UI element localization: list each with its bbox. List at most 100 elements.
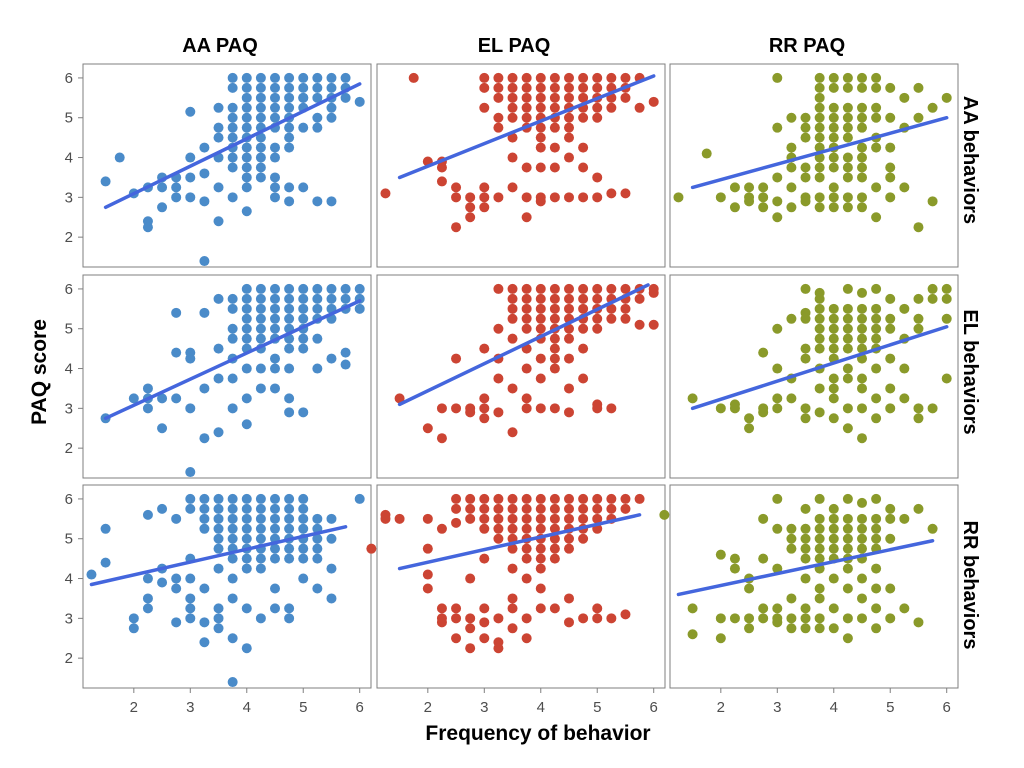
scatter-point: [758, 613, 769, 624]
scatter-point: [340, 283, 351, 294]
scatter-point: [535, 603, 546, 614]
scatter-point: [284, 513, 295, 524]
scatter-point: [871, 313, 882, 324]
scatter-point: [885, 323, 896, 334]
scatter-point: [927, 293, 938, 304]
scatter-point: [857, 287, 867, 298]
scatter-point: [284, 543, 295, 554]
row-title-aa-behaviors: AA behaviors: [959, 96, 981, 224]
scatter-point: [255, 132, 266, 143]
scatter-point: [298, 523, 309, 534]
scatter-point: [927, 283, 938, 294]
scatter-point: [284, 343, 295, 354]
scatter-point: [521, 553, 532, 564]
scatter-point: [241, 643, 252, 654]
scatter-point: [213, 493, 224, 504]
scatter-point: [620, 188, 631, 199]
scatter-point: [507, 92, 518, 103]
scatter-point: [549, 283, 560, 294]
scatter-point: [772, 403, 783, 414]
scatter-point: [913, 313, 924, 324]
scatter-point: [507, 523, 518, 534]
scatter-point: [885, 82, 896, 93]
scatter-point: [157, 202, 168, 213]
scatter-point: [227, 333, 238, 344]
scatter-point: [241, 92, 252, 103]
scatter-point: [507, 543, 518, 554]
scatter-point: [86, 569, 97, 580]
scatter-point: [422, 543, 433, 554]
scatter-point: [828, 102, 839, 113]
scatter-point: [312, 583, 323, 594]
scatter-point: [298, 333, 309, 344]
scatter-point: [199, 196, 210, 207]
scatter-point: [814, 323, 825, 334]
scatter-point: [185, 106, 196, 117]
scatter-point: [871, 533, 882, 544]
scatter-point: [535, 353, 546, 364]
scatter-point: [885, 172, 896, 183]
scatter-point: [564, 407, 574, 418]
panel-frame: [376, 274, 666, 479]
scatter-point: [871, 583, 882, 594]
scatter-point: [564, 323, 574, 334]
scatter-point: [128, 613, 139, 624]
scatter-point: [620, 72, 631, 83]
scatter-point: [270, 82, 280, 93]
x-tick-label: 6: [650, 699, 658, 716]
scatter-point: [255, 333, 266, 344]
x-tick-label: 6: [356, 699, 364, 716]
scatter-point: [842, 343, 853, 354]
scatter-point: [326, 513, 337, 524]
scatter-point: [298, 92, 309, 103]
scatter-point: [814, 513, 825, 524]
scatter-point: [312, 333, 323, 344]
scatter-point: [814, 102, 825, 113]
scatter-point: [800, 523, 811, 534]
scatter-point: [842, 313, 853, 324]
scatter-point: [255, 533, 266, 544]
scatter-point: [758, 192, 769, 203]
scatter-point: [549, 533, 560, 544]
scatter-point: [199, 637, 210, 648]
scatter-point: [326, 593, 337, 604]
panel-r0-c1: [376, 63, 666, 268]
scatter-point: [592, 283, 603, 294]
scatter-point: [185, 152, 196, 163]
scatter-point: [213, 613, 224, 624]
scatter-point: [885, 513, 896, 524]
scatter-point: [549, 192, 560, 203]
scatter-point: [312, 82, 323, 93]
scatter-point: [185, 503, 196, 514]
scatter-point: [227, 152, 238, 163]
scatter-point: [326, 353, 337, 364]
scatter-point: [326, 112, 337, 123]
scatter-point: [578, 92, 589, 103]
scatter-point: [255, 303, 266, 314]
scatter-point: [606, 313, 617, 324]
scatter-point: [885, 313, 896, 324]
scatter-point: [857, 403, 867, 414]
scatter-point: [814, 593, 825, 604]
scatter-point: [800, 623, 811, 634]
scatter-point: [871, 393, 882, 404]
scatter-point: [800, 162, 811, 173]
scatter-point: [857, 112, 867, 123]
scatter-point: [298, 543, 309, 554]
scatter-point: [213, 563, 224, 574]
scatter-point: [298, 553, 309, 564]
scatter-point: [241, 162, 252, 173]
panel-r2-c1: 2 3 4 5 6: [366, 484, 666, 716]
scatter-point: [857, 102, 867, 113]
scatter-point: [857, 162, 867, 173]
scatter-point: [535, 122, 546, 133]
scatter-point: [744, 623, 755, 634]
scatter-point: [814, 333, 825, 344]
scatter-point: [422, 513, 433, 524]
scatter-point: [549, 72, 560, 83]
scatter-point: [465, 192, 476, 203]
scatter-point: [564, 132, 574, 143]
scatter-point: [255, 503, 266, 514]
panel-frame: [669, 274, 959, 479]
scatter-point: [772, 323, 783, 334]
